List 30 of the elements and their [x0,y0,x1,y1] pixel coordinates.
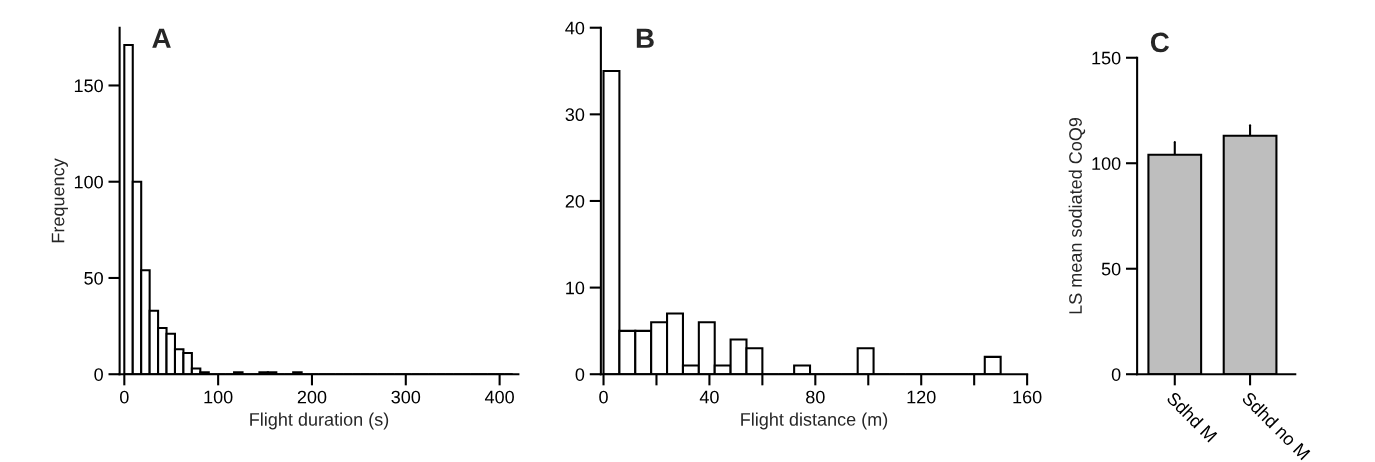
y-tick-label: 100 [74,175,103,189]
chart-title: B [636,28,654,48]
y-tick-label: 40 [565,21,585,35]
y-axis-title: Frequency [51,158,68,243]
x-tick-label: 0 [599,390,608,404]
y-axis-title: LS mean sodiated CoQ9 [1068,117,1086,314]
x-tick-label: 200 [297,390,327,404]
x-tick-label: 0 [120,390,129,404]
y-tick-label: 50 [84,271,103,285]
x-tick-label: 40 [699,390,719,404]
x-tick-label: 80 [806,390,825,404]
y-tick-label: 10 [566,281,585,295]
y-tick-label: 30 [565,108,585,122]
y-tick-label: 100 [1092,157,1121,170]
y-tick-label: 150 [74,79,103,93]
x-tick-label: 120 [907,390,936,404]
x-tick-label: 400 [484,390,514,404]
chart-title: A [152,28,171,48]
y-tick-label: 50 [1101,262,1121,276]
x-axis-title: Flight distance (m) [741,412,888,430]
x-tick-label: 160 [1013,390,1042,404]
chart-title: C [1150,32,1170,53]
x-axis-title: Flight duration (s) [250,412,389,430]
y-tick-label: 0 [94,368,103,381]
y-tick-label: 0 [1111,368,1121,381]
x-tick-label: 100 [204,390,233,404]
y-tick-label: 150 [1092,51,1121,65]
y-tick-label: 20 [565,194,585,208]
x-tick-label: 300 [391,390,421,404]
y-tick-label: 0 [575,368,585,381]
